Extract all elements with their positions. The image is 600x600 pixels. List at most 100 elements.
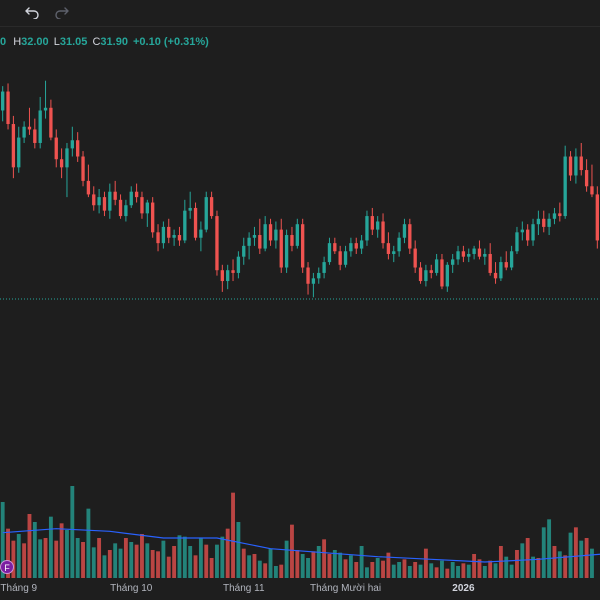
candle: [595, 186, 599, 249]
candle: [381, 213, 385, 249]
candle-body: [43, 107, 48, 111]
candle-body: [247, 237, 251, 246]
candle: [397, 232, 401, 257]
candle-body: [536, 218, 541, 225]
undo-button[interactable]: [22, 4, 42, 22]
candle-body: [568, 156, 573, 176]
volume-bar: [402, 559, 407, 578]
volume-bar: [156, 551, 160, 578]
candle-body: [204, 197, 208, 230]
candle-body: [258, 235, 262, 249]
candle-body: [333, 243, 337, 252]
volume-bar: [531, 556, 535, 578]
volume-bar: [466, 564, 471, 578]
volume-bar: [348, 555, 353, 578]
candle-body: [322, 262, 326, 273]
candle: [424, 264, 428, 287]
candle: [574, 148, 578, 184]
candle: [118, 194, 123, 219]
volume-bar: [161, 540, 166, 578]
candle: [188, 191, 192, 219]
candle: [108, 183, 112, 219]
candle: [38, 96, 42, 149]
volume-bar: [445, 568, 450, 578]
volume-bar: [568, 532, 573, 578]
candle: [451, 253, 455, 273]
candle-body: [488, 253, 492, 273]
candle-body: [215, 216, 219, 271]
volume-bar: [354, 562, 359, 578]
candle: [81, 151, 85, 187]
candle: [263, 216, 267, 252]
candle: [220, 264, 224, 292]
chart-canvas[interactable]: [0, 0, 600, 578]
candle-body: [429, 270, 433, 273]
candle: [504, 251, 508, 271]
candle: [558, 202, 562, 222]
chart-toolbar: [0, 0, 600, 27]
candle-body: [311, 278, 316, 284]
volume-bar: [547, 519, 552, 578]
candle: [284, 229, 289, 273]
candle-body: [38, 110, 42, 143]
candle-body: [81, 156, 85, 181]
close-value: 31.90: [100, 36, 128, 48]
volume-bar: [54, 540, 59, 578]
volume-bar: [70, 486, 75, 578]
event-badge[interactable]: F: [0, 560, 14, 574]
candle: [17, 126, 21, 173]
candle-body: [188, 207, 192, 211]
candle-body: [86, 180, 91, 195]
candle-body: [574, 156, 578, 176]
time-axis-label: 2026: [452, 583, 475, 594]
candle: [579, 142, 583, 176]
candle: [151, 197, 155, 238]
candle-body: [499, 262, 503, 279]
candle-body: [542, 218, 546, 227]
candle-body: [579, 156, 583, 171]
candle-body: [440, 259, 444, 287]
candle-body: [172, 235, 176, 238]
candle: [97, 189, 101, 214]
candle: [226, 264, 230, 290]
candle: [92, 186, 96, 211]
candle: [418, 262, 423, 284]
candle: [563, 145, 567, 219]
volume-bar: [322, 539, 327, 578]
candle: [590, 164, 594, 198]
candle: [354, 237, 358, 254]
volume-bar: [43, 538, 48, 578]
candle-body: [584, 170, 589, 187]
candle: [102, 191, 107, 217]
volume-bar: [257, 560, 262, 578]
candle: [49, 99, 53, 141]
close-label: C: [92, 36, 101, 48]
volume-bar: [241, 548, 246, 578]
candle-body: [193, 207, 198, 238]
candle-body: [301, 224, 305, 268]
volume-bar: [204, 544, 209, 578]
candle-body: [226, 270, 230, 282]
volume-bar: [198, 538, 203, 578]
volume-bar: [123, 538, 128, 578]
candle-body: [27, 126, 32, 130]
time-axis[interactable]: Tháng 9 Tháng 10 Tháng 11 Tháng Mười hai 202…: [0, 578, 600, 600]
candle: [477, 240, 482, 260]
candle: [408, 218, 412, 254]
candle-body: [6, 91, 10, 125]
candle: [204, 191, 208, 233]
candle: [140, 191, 144, 219]
volume-bar: [65, 530, 69, 578]
candle: [290, 226, 294, 252]
volume-bar: [209, 558, 214, 578]
volume-bar: [215, 544, 219, 578]
volume-bar: [391, 564, 396, 578]
volume-bar: [236, 522, 241, 578]
candle-body: [183, 210, 187, 241]
undo-icon: [25, 7, 39, 19]
candle: [359, 235, 364, 254]
redo-button[interactable]: [52, 4, 72, 22]
volume-bar: [97, 538, 102, 578]
ohlc-legend: 0 H32.00 L31.05 C31.90 +0.10 (+0.31%): [0, 36, 209, 52]
candle-body: [451, 259, 455, 265]
